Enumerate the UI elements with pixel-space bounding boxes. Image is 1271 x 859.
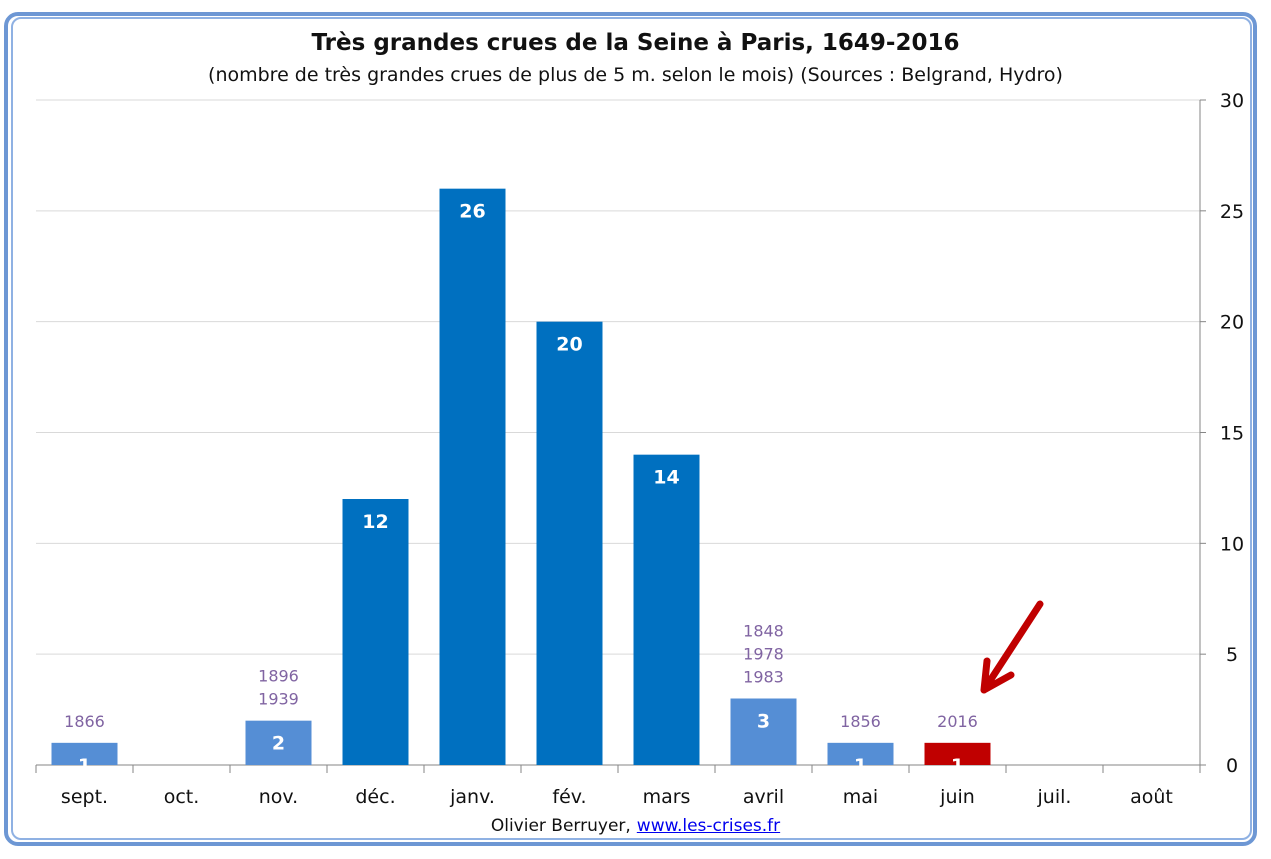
chart-subtitle: (nombre de très grandes crues de plus de…	[208, 64, 1063, 86]
bar-8	[827, 742, 894, 765]
x-tick-label: août	[1130, 786, 1173, 808]
bar-3	[342, 499, 409, 765]
arrow-path	[980, 600, 1044, 694]
y-tick-label: 15	[1220, 423, 1244, 445]
x-tick-label: oct.	[164, 786, 200, 808]
data-label: 26	[459, 201, 485, 223]
year-annotation: 2016	[937, 712, 978, 731]
y-tick-label: 10	[1220, 533, 1244, 555]
credit-link[interactable]: www.les-crises.fr	[636, 816, 781, 836]
bar-4	[439, 188, 506, 765]
year-annotation: 1978	[743, 645, 784, 664]
chart-frame	[4, 12, 1257, 846]
arrow-icon	[980, 600, 1044, 694]
x-tick-label: avril	[743, 786, 784, 808]
x-tick-label: juin	[939, 786, 975, 808]
year-annotation: 1896	[258, 667, 299, 686]
credit: Olivier Berruyer, www.les-crises.fr	[0, 816, 1271, 836]
data-label: 2	[272, 733, 285, 755]
bar-9	[924, 742, 991, 765]
x-tick-label: janv.	[449, 786, 495, 808]
bar-2	[245, 720, 312, 765]
y-tick-label: 0	[1226, 755, 1238, 777]
year-annotation: 1983	[743, 668, 784, 687]
x-tick-label: déc.	[355, 786, 395, 808]
x-tick-label: sept.	[61, 786, 108, 808]
year-annotation: 1848	[743, 622, 784, 641]
x-tick-label: mai	[843, 786, 878, 808]
data-label: 1	[78, 755, 91, 777]
x-tick-label: mars	[643, 786, 691, 808]
x-tick-label: fév.	[552, 786, 586, 808]
x-tick-label: juil.	[1037, 786, 1072, 808]
credit-author: Olivier Berruyer,	[490, 816, 631, 836]
bar-0	[51, 742, 118, 765]
y-tick-label: 30	[1220, 90, 1244, 112]
x-tick-label: nov.	[259, 786, 298, 808]
data-label: 3	[757, 711, 770, 733]
data-label: 12	[362, 511, 388, 533]
chart-frame-inner	[11, 17, 1252, 840]
data-label: 1	[951, 755, 964, 777]
data-label: 14	[653, 467, 679, 489]
chart-title: Très grandes crues de la Seine à Paris, …	[311, 30, 960, 56]
year-annotation: 1866	[64, 712, 105, 731]
y-tick-label: 5	[1226, 644, 1238, 666]
bar-7	[730, 698, 797, 765]
data-label: 20	[556, 334, 582, 356]
data-label: 1	[854, 755, 867, 777]
year-annotation: 1939	[258, 690, 299, 709]
bar-6	[633, 454, 700, 765]
y-tick-label: 20	[1220, 312, 1244, 334]
bar-5	[536, 321, 603, 765]
y-tick-label: 25	[1220, 201, 1244, 223]
year-annotation: 1856	[840, 712, 881, 731]
